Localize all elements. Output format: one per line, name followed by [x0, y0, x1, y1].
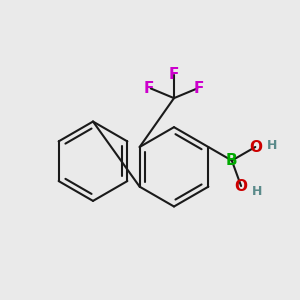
Text: O: O [235, 178, 248, 194]
Text: H: H [251, 185, 262, 198]
Text: H: H [267, 139, 277, 152]
Text: F: F [144, 81, 154, 96]
Text: B: B [226, 153, 238, 168]
Text: O: O [249, 140, 262, 154]
Text: F: F [169, 68, 179, 82]
Text: F: F [194, 81, 204, 96]
